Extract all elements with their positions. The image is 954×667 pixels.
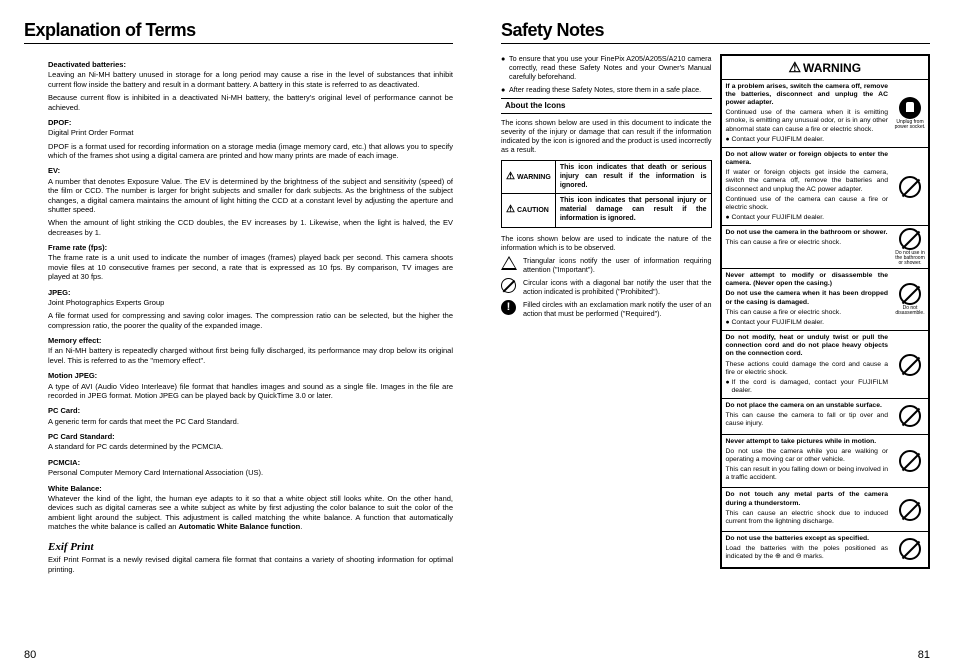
exif-print-logo: Exif Print	[48, 541, 453, 555]
page-number-left: 80	[24, 649, 36, 661]
required-icon: !	[501, 300, 517, 316]
term-body: Leaving an Ni-MH battery unused in stora…	[48, 70, 453, 89]
warning-item: If a problem arises, switch the camera o…	[722, 80, 929, 148]
term-title: PCMCIA:	[48, 458, 453, 467]
prohibited-icon: Do not use in the bathroom or shower.	[892, 226, 928, 268]
icon-table: WARNING This icon indicates that death o…	[501, 160, 712, 228]
prohibited-icon	[892, 331, 928, 398]
term-title: Deactivated batteries:	[48, 60, 453, 69]
term-title: Motion JPEG:	[48, 371, 453, 380]
term-body: Whatever the kind of the light, the huma…	[48, 494, 453, 532]
warning-icon	[506, 174, 517, 181]
prohibited-icon	[892, 488, 928, 531]
term-body: Joint Photographics Experts Group	[48, 298, 453, 307]
safety-left-col: ●To ensure that you use your FinePix A20…	[501, 54, 712, 655]
warning-item: Do not place the camera on an unstable s…	[722, 399, 929, 434]
warning-item: Do not modify, heat or unduly twist or p…	[722, 331, 929, 399]
warning-item: Do not touch any metal parts of the came…	[722, 488, 929, 532]
prohibited-icon	[892, 435, 928, 488]
about-icons-body: The icons shown below are used in this d…	[501, 118, 712, 154]
term-body: If an Ni-MH battery is repeatedly charge…	[48, 346, 453, 365]
term-title: White Balance:	[48, 484, 453, 493]
page-left: Explanation of Terms Deactivated batteri…	[24, 20, 477, 655]
prohibited-icon	[892, 148, 928, 225]
prohibited-icon	[892, 399, 928, 433]
prohibited-icon: Do not disassemble.	[892, 269, 928, 330]
prohibited-icon	[892, 532, 928, 566]
warning-box-icon	[788, 61, 803, 75]
warning-item: Never attempt to modify or disassemble t…	[722, 269, 929, 331]
term-body: A number that denotes Exposure Value. Th…	[48, 177, 453, 215]
about-icons-header: About the Icons	[501, 98, 712, 114]
term-body: A file format used for compressing and s…	[48, 311, 453, 330]
page-right: Safety Notes ●To ensure that you use you…	[477, 20, 930, 655]
exif-body: Exif Print Format is a newly revised dig…	[48, 555, 453, 574]
warning-item: Never attempt to take pictures while in …	[722, 435, 929, 489]
term-body: A generic term for cards that meet the P…	[48, 417, 453, 426]
intro-1: To ensure that you use your FinePix A205…	[509, 54, 712, 81]
term-body: When the amount of light striking the CC…	[48, 218, 453, 237]
term-body: Digital Print Order Format	[48, 128, 453, 137]
page-number-right: 81	[918, 649, 930, 661]
terms-body: Deactivated batteries:Leaving an Ni-MH b…	[24, 54, 453, 578]
page-title-right: Safety Notes	[501, 20, 930, 44]
term-title: EV:	[48, 166, 453, 175]
safety-right-col: WARNING If a problem arises, switch the …	[720, 54, 931, 655]
obs-intro: The icons shown below are used to indica…	[501, 234, 712, 252]
term-body: The frame rate is a unit used to indicat…	[48, 253, 453, 281]
term-body: Because current flow is inhibited in a d…	[48, 93, 453, 112]
term-body: Personal Computer Memory Card Internatio…	[48, 468, 453, 477]
term-body: A standard for PC cards determined by th…	[48, 442, 453, 451]
term-title: PC Card:	[48, 406, 453, 415]
term-title: PC Card Standard:	[48, 432, 453, 441]
term-body: A type of AVI (Audio Video Interleave) f…	[48, 382, 453, 401]
term-title: Frame rate (fps):	[48, 243, 453, 252]
term-body: DPOF is a format used for recording info…	[48, 142, 453, 161]
term-title: JPEG:	[48, 288, 453, 297]
prohibited-icon	[501, 278, 517, 294]
warning-item: Do not allow water or foreign objects to…	[722, 148, 929, 226]
unplug-icon: Unplug from power socket.	[892, 80, 928, 147]
intro-2: After reading these Safety Notes, store …	[509, 85, 701, 94]
warning-box: WARNING If a problem arises, switch the …	[720, 54, 931, 569]
caution-icon	[506, 207, 517, 214]
term-title: Memory effect:	[48, 336, 453, 345]
triangle-icon	[501, 256, 517, 272]
page-title-left: Explanation of Terms	[24, 20, 453, 44]
term-title: DPOF:	[48, 118, 453, 127]
warning-item: Do not use the batteries except as speci…	[722, 532, 929, 566]
warning-item: Do not use the camera in the bathroom or…	[722, 226, 929, 269]
